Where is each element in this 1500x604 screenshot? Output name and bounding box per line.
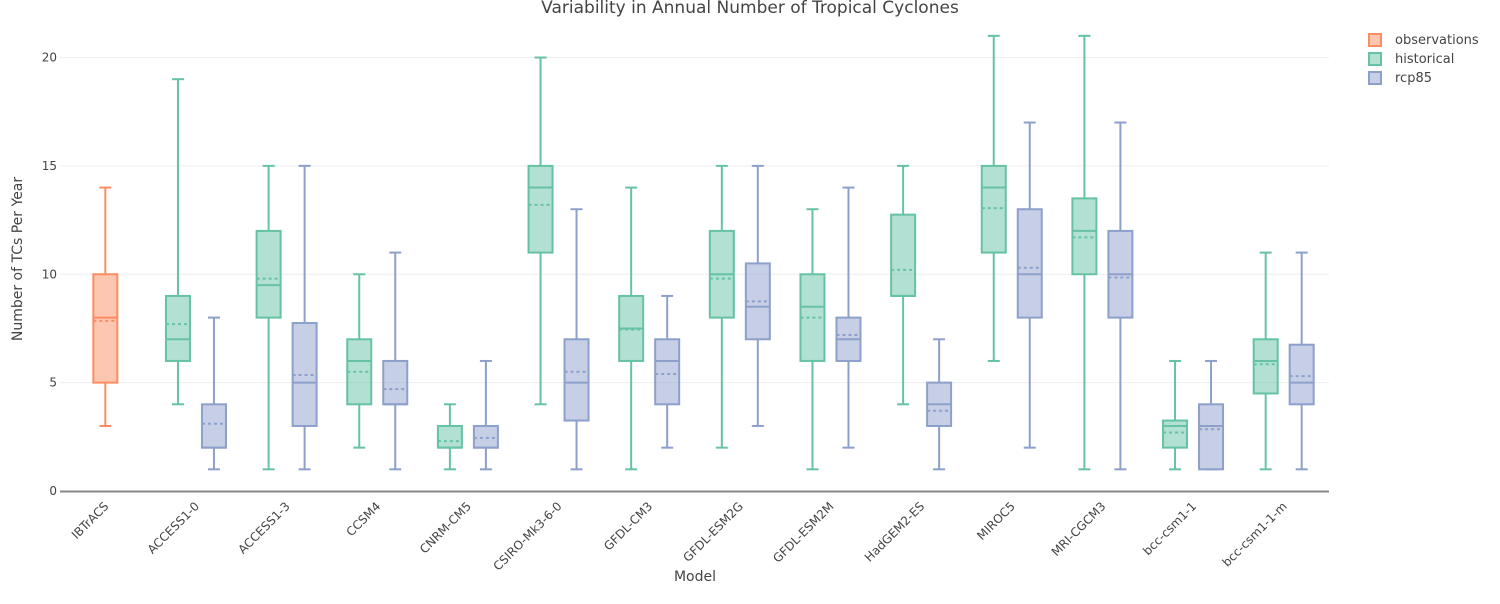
x-tick-label: bcc-csm1-1 <box>1140 499 1199 558</box>
box-body <box>1198 403 1225 471</box>
box-historical <box>890 164 917 406</box>
legend-label: observations <box>1395 33 1479 48</box>
legend-swatch <box>1368 71 1382 85</box>
box-rcp85 <box>654 294 681 449</box>
box-rcp85 <box>382 251 409 471</box>
box-rcp85 <box>1107 121 1134 471</box>
box-historical <box>1071 34 1098 471</box>
y-tick-label: 0 <box>49 484 57 498</box>
y-tick-label: 10 <box>42 267 57 281</box>
box-rcp85 <box>1288 251 1315 471</box>
x-tick-label: bcc-csm1-1-m <box>1220 499 1290 569</box>
box-body <box>92 273 119 384</box>
box-rcp85 <box>563 208 590 471</box>
x-tick-label: CNRM-CM5 <box>417 499 474 556</box>
x-tick-label: GFDL-ESM2G <box>680 499 746 565</box>
y-tick-label: 20 <box>42 51 57 65</box>
box-historical <box>1162 359 1189 471</box>
box-body <box>472 424 499 449</box>
box-historical <box>436 403 463 471</box>
x-tick-label: MIROC5 <box>974 499 1018 543</box>
box-rcp85 <box>1198 359 1225 471</box>
box-body <box>1252 338 1279 395</box>
box-body <box>563 338 590 422</box>
box-historical <box>618 186 645 471</box>
box-rcp85 <box>744 164 771 427</box>
box-body <box>654 338 681 406</box>
box-historical <box>346 273 373 449</box>
box-marks <box>92 34 1315 471</box>
box-rcp85 <box>1016 121 1043 449</box>
box-body <box>1288 343 1315 406</box>
x-tick-label: GFDL-CM3 <box>601 499 655 553</box>
box-body <box>527 164 554 254</box>
legend-label: rcp85 <box>1395 71 1432 86</box>
box-historical <box>1252 251 1279 471</box>
x-tick-label: ACCESS1-0 <box>145 499 202 556</box>
box-body <box>255 229 282 319</box>
box-rcp85 <box>291 164 318 471</box>
axes: 0 5 10 15 20 IBTrACS ACCESS1-0 ACCESS1-3 CCSM4 CN… <box>42 51 1329 573</box>
x-tick-label: MRI-CGCM3 <box>1049 499 1109 559</box>
box-body <box>200 403 227 449</box>
box-body <box>890 213 917 297</box>
legend-swatch <box>1368 33 1382 47</box>
x-tick-label: CSIRO-Mk3-6-0 <box>491 499 565 573</box>
box-historical <box>255 164 282 471</box>
box-historical <box>527 56 554 406</box>
y-tick-label: 5 <box>49 376 57 390</box>
y-axis-title: Number of TCs Per Year <box>10 177 26 342</box>
chart-title: Variability in Annual Number of Tropical… <box>541 0 959 18</box>
box-historical <box>708 164 735 449</box>
box-body <box>164 294 191 362</box>
box-body <box>980 164 1007 254</box>
x-tick-label: CCSM4 <box>344 499 384 539</box>
box-body <box>382 359 409 406</box>
box-historical <box>799 208 826 471</box>
legend-item: historical <box>1368 52 1454 67</box>
box-rcp85 <box>835 186 862 449</box>
x-tick-label: GFDL-ESM2M <box>770 499 836 565</box>
box-observations <box>92 186 119 427</box>
legend-label: historical <box>1395 52 1454 67</box>
box-rcp85 <box>926 338 953 471</box>
legend-item: observations <box>1368 33 1479 48</box>
legend-swatch <box>1368 52 1382 66</box>
box-historical <box>164 78 191 406</box>
grid-lines <box>60 57 1329 384</box>
x-axis-title: Model <box>674 569 716 585</box>
box-rcp85 <box>472 359 499 471</box>
box-body <box>1016 208 1043 319</box>
x-tick-label: IBTrACS <box>69 499 112 542</box>
y-tick-label: 15 <box>42 159 57 173</box>
legend-item: rcp85 <box>1368 71 1432 86</box>
box-body <box>436 424 463 449</box>
box-historical <box>980 34 1007 362</box>
box-body <box>1071 197 1098 276</box>
legend: observations historical rcp85 <box>1368 33 1479 86</box>
x-tick-label: ACCESS1-3 <box>235 499 292 556</box>
x-tick-label: HadGEM2-ES <box>862 499 927 564</box>
box-body <box>1162 419 1189 449</box>
box-rcp85 <box>200 316 227 471</box>
